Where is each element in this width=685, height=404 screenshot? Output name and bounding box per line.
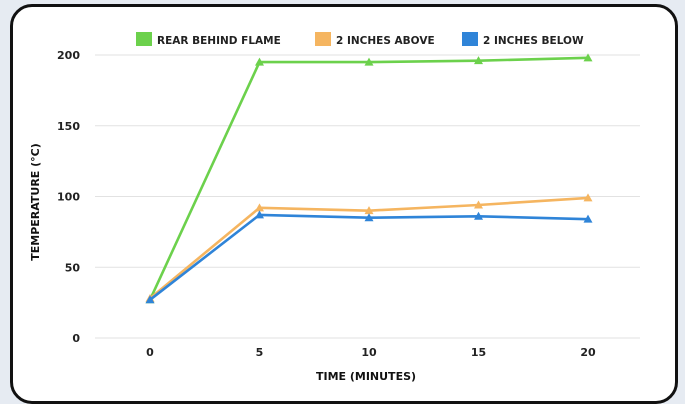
series-line-0 [148, 56, 589, 301]
x-tick-label: 15 [471, 346, 486, 359]
legend-label: REAR BEHIND FLAME [157, 35, 281, 47]
data-point-marker [145, 295, 155, 304]
legend-label: 2 INCHES ABOVE [336, 35, 435, 47]
y-tick-label: 50 [65, 261, 81, 274]
y-axis-ticks: 0 50 100 150 200 [57, 49, 80, 345]
grid-lines [95, 54, 640, 339]
data-point-marker [255, 210, 264, 219]
y-tick-label: 150 [57, 120, 80, 133]
series-lines [145, 53, 593, 304]
legend-swatch [315, 32, 331, 46]
data-point-marker [255, 57, 264, 66]
x-axis-ticks: 0 5 10 15 20 [146, 346, 596, 359]
x-tick-label: 10 [361, 346, 377, 359]
data-point-marker [255, 203, 264, 212]
legend-swatch [462, 32, 478, 46]
series-line-2 [149, 213, 589, 301]
data-point-marker [474, 211, 483, 220]
data-point-marker [583, 53, 593, 62]
x-axis-title: TIME (MINUTES) [316, 370, 416, 383]
legend-swatch [136, 32, 152, 46]
x-tick-label: 5 [256, 346, 264, 359]
chart-card [10, 4, 678, 404]
data-point-marker [474, 56, 483, 65]
data-point-marker [474, 200, 483, 209]
data-point-marker [364, 57, 374, 66]
y-tick-label: 0 [72, 332, 80, 345]
legend-label: 2 INCHES BELOW [483, 35, 584, 47]
y-tick-label: 200 [57, 49, 80, 62]
data-point-marker [583, 193, 593, 202]
y-tick-label: 100 [57, 191, 80, 204]
data-point-marker [583, 214, 593, 223]
y-axis-title: TEMPERATURE (°C) [29, 143, 42, 261]
data-point-marker [364, 206, 374, 215]
data-point-marker [364, 213, 374, 222]
legend: REAR BEHIND FLAME 2 INCHES ABOVE 2 INCHES … [136, 32, 584, 47]
x-tick-label: 0 [146, 346, 154, 359]
x-tick-label: 20 [580, 346, 596, 359]
line-chart: 0 50 100 150 200 0 5 10 15 20 REAR BEHIND FLAME 2… [29, 32, 640, 383]
